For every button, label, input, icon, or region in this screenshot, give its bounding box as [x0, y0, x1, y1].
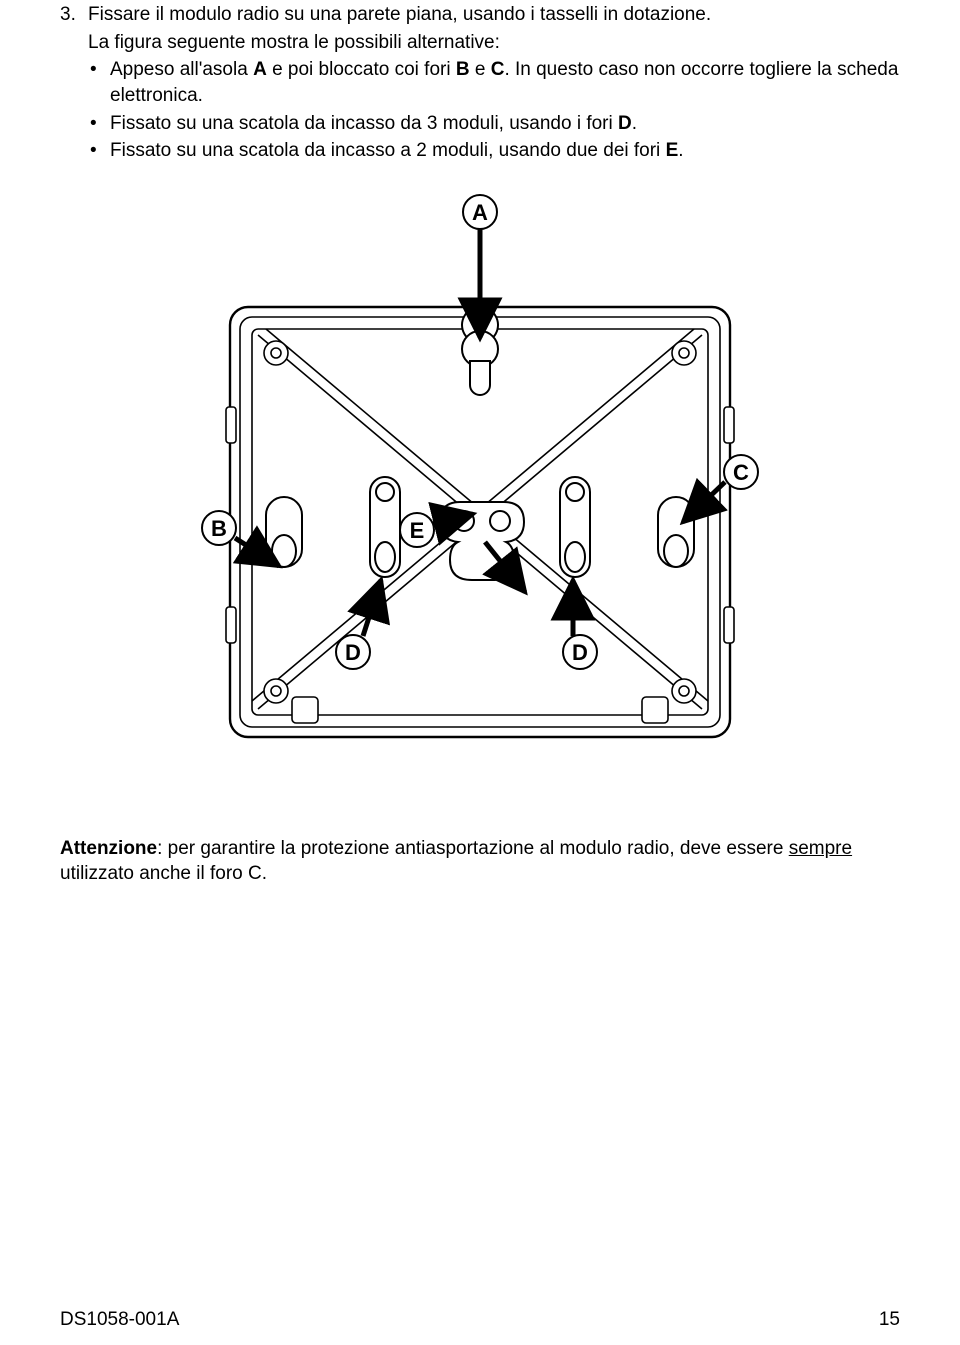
diagram-label-E: E: [410, 518, 425, 543]
main-text-line1: Fissare il modulo radio su una parete pi…: [88, 2, 900, 28]
bullet-2-bold-D: D: [618, 113, 632, 134]
diagram-label-A: A: [472, 200, 488, 225]
bullet-3: Fissato su una scatola da incasso a 2 mo…: [88, 138, 900, 164]
diagram-label-D2: D: [572, 640, 588, 665]
list-number: 3.: [60, 2, 88, 28]
warning-underline: sempre: [789, 838, 852, 859]
warning-text-a: : per garantire la protezione antiasport…: [157, 838, 789, 859]
footer-doc-id: DS1058-001A: [60, 1309, 179, 1331]
bullet-1: Appeso all'asola A e poi bloccato coi fo…: [88, 57, 900, 108]
bullet-2-text-a: Fissato su una scatola da incasso da 3 m…: [110, 113, 618, 134]
bullet-1-bold-A: A: [253, 59, 267, 80]
bullet-1-bold-C: C: [491, 59, 505, 80]
diagram-label-B: B: [211, 516, 227, 541]
bullet-1-text-b: e poi bloccato coi fori: [267, 59, 456, 80]
main-text-line2: La figura seguente mostra le possibili a…: [88, 30, 900, 56]
mounting-diagram: A B C D D E: [185, 192, 775, 802]
warning-paragraph: Attenzione: per garantire la protezione …: [60, 836, 900, 887]
footer-page-number: 15: [879, 1309, 900, 1331]
bullet-2: Fissato su una scatola da incasso da 3 m…: [88, 111, 900, 137]
diagram-label-D1: D: [345, 640, 361, 665]
bullet-1-text-c: e: [470, 59, 491, 80]
warning-lead: Attenzione: [60, 838, 157, 859]
bullet-3-text-a: Fissato su una scatola da incasso a 2 mo…: [110, 140, 666, 161]
diagram-label-C: C: [733, 460, 749, 485]
bullet-1-text-a: Appeso all'asola: [110, 59, 253, 80]
bullet-3-bold-E: E: [666, 140, 679, 161]
warning-text-b: utilizzato anche il foro C.: [60, 863, 267, 884]
bullet-list: Appeso all'asola A e poi bloccato coi fo…: [88, 57, 900, 164]
bullet-3-text-b: .: [678, 140, 683, 161]
bullet-2-text-b: .: [632, 113, 637, 134]
bullet-1-bold-B: B: [456, 59, 470, 80]
